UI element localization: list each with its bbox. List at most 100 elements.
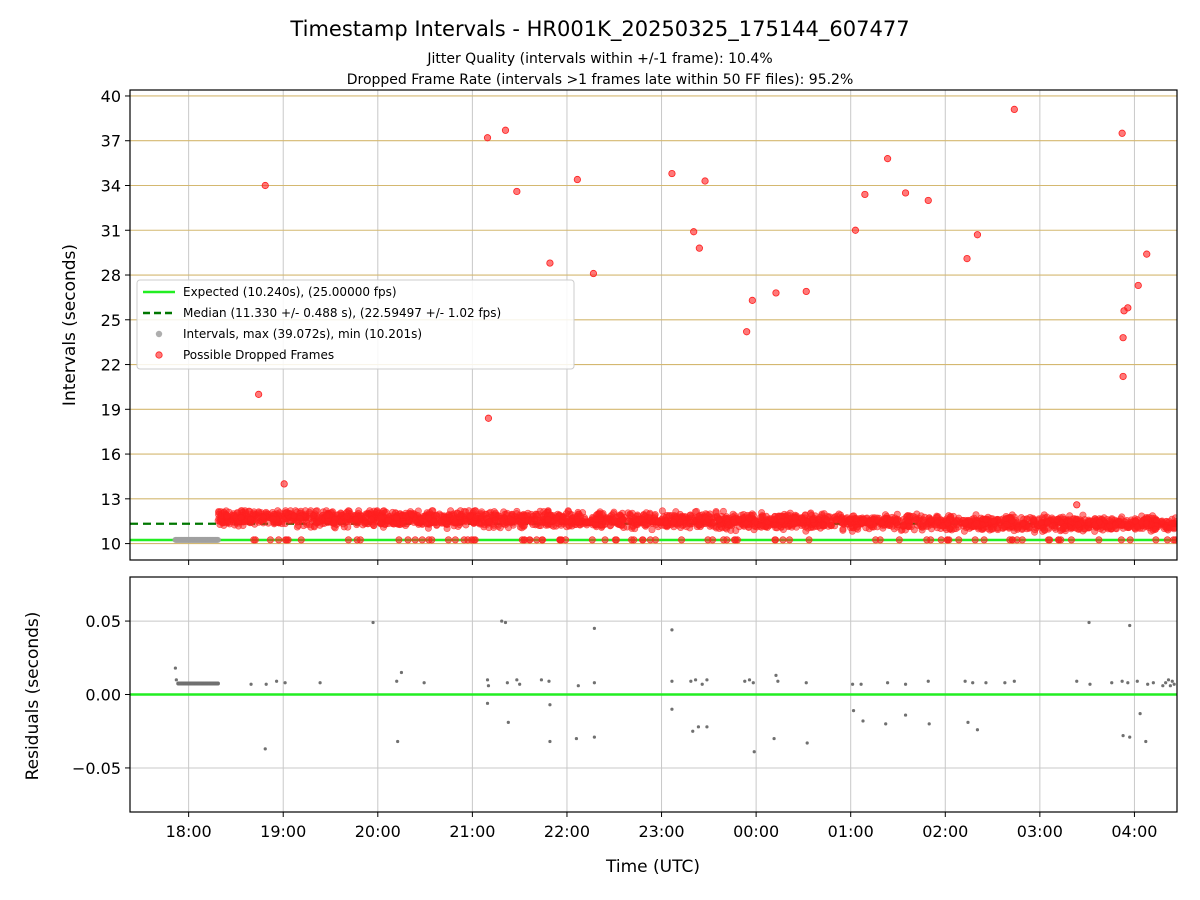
dropped-frame-point — [389, 508, 397, 516]
intervals-panel: 10 13 16 19 22 25 28 31 34 37 40 Intervals (second… — [60, 87, 1178, 565]
dropped-frame-point — [619, 516, 627, 524]
residual-point — [1087, 620, 1091, 625]
dropped-frame-outlier — [1010, 105, 1018, 113]
dropped-frame-point — [1158, 517, 1166, 525]
dropped-frame-point — [612, 536, 620, 544]
dropped-frame-point — [646, 536, 654, 544]
residual-point — [861, 719, 865, 723]
dropped-frame-outlier — [668, 169, 676, 178]
dropped-frame-point — [757, 513, 765, 521]
dropped-frame-point — [921, 513, 929, 521]
dropped-frame-point — [402, 511, 410, 519]
subtitle-jitter: Jitter Quality (intervals within +/-1 fr… — [426, 51, 772, 67]
residual-point — [1166, 678, 1171, 682]
residuals-panel: 0.05 0.00 −0.05 18:00 19:00 20:00 21:00 22:00 2… — [23, 576, 1178, 877]
dropped-frame-point — [846, 515, 854, 523]
dropped-frame-outlier — [883, 155, 892, 163]
dropped-frame-point — [982, 515, 990, 523]
dropped-frame-point — [361, 520, 369, 528]
residual-point — [1110, 681, 1114, 685]
dropped-frame-point — [839, 526, 847, 534]
dropped-frame-point — [404, 536, 412, 544]
residual-point — [371, 620, 375, 625]
dropped-frame-outlier — [589, 269, 598, 278]
dropped-frame-point — [282, 536, 290, 544]
dropped-frame-point — [742, 519, 750, 527]
residual-point — [173, 666, 177, 670]
residual-point — [539, 678, 544, 682]
x-tick-label-9: 03:00 — [1017, 822, 1063, 841]
dropped-frame-point — [763, 523, 771, 531]
residual-point — [747, 678, 752, 682]
residual-point — [503, 620, 508, 625]
residual-point — [1146, 682, 1150, 686]
dropped-frame-point — [919, 520, 927, 528]
residual-point — [805, 741, 809, 745]
residuals-ytick-label-1: 0.00 — [85, 686, 121, 705]
dropped-frame-outlier — [261, 181, 269, 190]
residual-point — [263, 747, 267, 751]
dropped-frame-point — [340, 523, 348, 531]
dropped-frame-point — [592, 515, 600, 523]
intervals-ytick-label-8: 34 — [101, 176, 121, 195]
dropped-frame-point — [532, 521, 540, 529]
dropped-frame-outlier — [924, 196, 932, 205]
legend-dropped-label: Possible Dropped Frames — [183, 348, 334, 362]
dropped-frame-outlier — [513, 187, 521, 196]
dropped-frame-point — [373, 508, 381, 516]
x-tick-label-0: 18:00 — [166, 822, 212, 841]
residual-point — [751, 681, 755, 685]
dropped-frame-outlier — [484, 414, 493, 422]
dropped-frame-point — [290, 512, 298, 520]
dropped-frame-point — [557, 521, 565, 529]
dropped-frame-point — [425, 536, 433, 544]
residual-point — [975, 728, 980, 732]
dropped-frame-point — [451, 518, 459, 526]
dropped-frame-point — [980, 536, 988, 544]
dropped-frame-point — [337, 509, 345, 517]
dropped-frame-point — [791, 514, 799, 522]
dropped-frame-point — [491, 516, 499, 524]
dropped-frame-point — [695, 521, 703, 529]
intervals-ytick-label-4: 22 — [101, 356, 121, 375]
residual-point — [705, 678, 709, 682]
dropped-frame-point — [525, 536, 533, 544]
dropped-frame-point — [1095, 536, 1103, 544]
dropped-frame-point — [247, 515, 255, 523]
intervals-ytick-label-7: 31 — [101, 221, 121, 240]
dropped-frame-outlier — [1073, 501, 1081, 509]
residuals-y-axis-label: Residuals (seconds) — [23, 612, 43, 781]
dropped-frame-point — [601, 519, 609, 527]
residual-point — [963, 679, 967, 683]
dropped-frame-point — [1151, 525, 1159, 533]
residual-point — [903, 682, 908, 686]
residual-point — [691, 729, 695, 733]
dropped-frame-point — [454, 509, 462, 517]
residual-point — [1144, 739, 1148, 744]
residual-point — [506, 720, 510, 725]
dropped-frame-point — [275, 536, 283, 544]
dropped-frame-point — [895, 536, 903, 544]
residual-point — [274, 679, 279, 683]
dropped-frame-point — [1152, 536, 1160, 544]
residuals-y-ticks: 0.05 0.00 −0.05 — [72, 612, 130, 778]
dropped-frame-point — [411, 516, 419, 524]
legend-median-label: Median (11.330 +/- 0.488 s), (22.59497 +… — [183, 306, 501, 320]
legend-entry-median: Median (11.330 +/- 0.488 s), (22.59497 +… — [143, 306, 501, 320]
dropped-frame-point — [994, 526, 1002, 534]
dropped-frame-point — [598, 510, 606, 518]
x-tick-label-10: 04:00 — [1111, 822, 1157, 841]
residual-point — [283, 681, 287, 685]
dropped-frame-point — [635, 516, 643, 524]
residual-point — [264, 682, 268, 686]
legend-intervals-label: Intervals, max (39.072s), min (10.201s) — [183, 327, 422, 341]
dropped-frame-point — [259, 519, 267, 527]
residual-point — [422, 681, 426, 685]
dropped-frame-point — [1053, 515, 1061, 523]
dropped-frame-point — [418, 536, 426, 544]
dropped-frame-point — [330, 519, 338, 527]
dropped-frame-outlier — [851, 226, 860, 234]
dropped-frame-point — [1142, 519, 1150, 527]
dropped-frame-point — [343, 512, 351, 520]
dropped-frame-point — [1008, 536, 1016, 544]
